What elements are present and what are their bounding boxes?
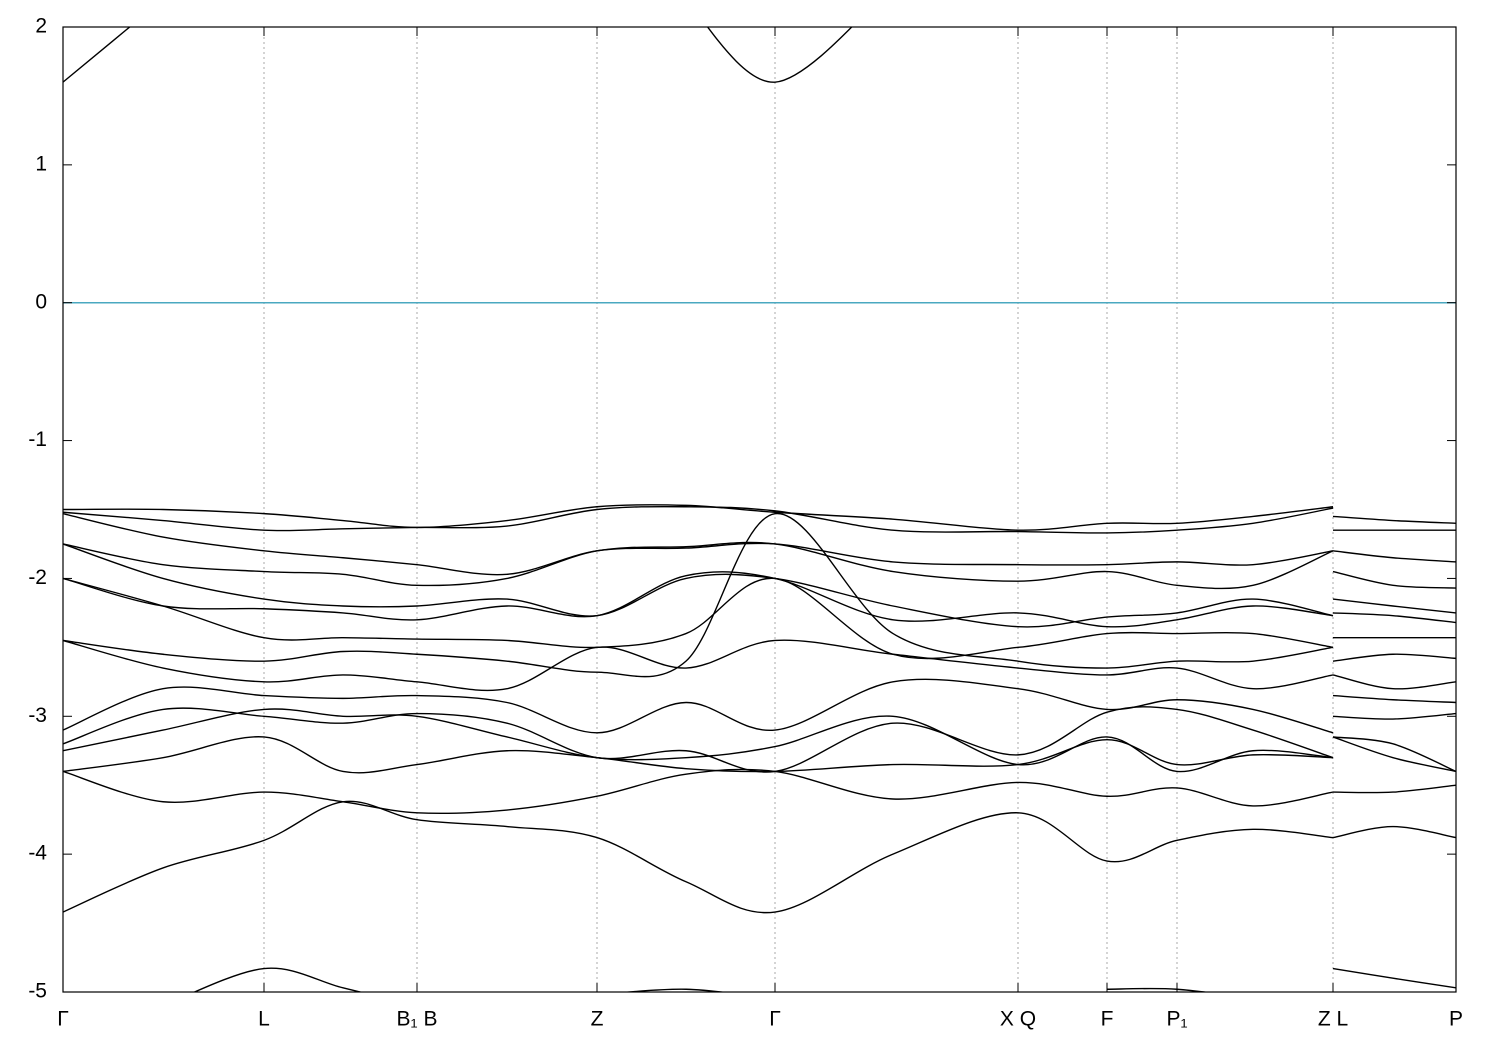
band-line bbox=[63, 541, 1334, 590]
band-line bbox=[1332, 736, 1456, 773]
band-line bbox=[1332, 515, 1456, 524]
y-tick-label: -3 bbox=[28, 704, 47, 727]
band-line bbox=[63, 27, 131, 83]
band-line bbox=[192, 967, 364, 992]
band-line bbox=[1106, 987, 1210, 992]
band-line bbox=[63, 678, 1334, 734]
band-line bbox=[1332, 825, 1456, 839]
band-line bbox=[1332, 612, 1456, 624]
band-line bbox=[706, 27, 853, 83]
x-tick-label: L bbox=[258, 1008, 270, 1031]
y-tick-label: -5 bbox=[28, 980, 47, 1003]
band-line bbox=[1332, 736, 1456, 773]
band-line bbox=[620, 988, 728, 992]
y-tick-label: 2 bbox=[35, 15, 47, 38]
band-line bbox=[1332, 967, 1456, 989]
band-line bbox=[63, 504, 1334, 531]
band-line bbox=[63, 505, 1334, 534]
x-tick-label: P₁ bbox=[1166, 1008, 1187, 1031]
y-tick-label: 0 bbox=[35, 290, 47, 313]
band-line bbox=[63, 736, 1334, 774]
band-line bbox=[63, 708, 1334, 773]
x-tick-label: Γ bbox=[769, 1008, 781, 1031]
x-tick-label: X Q bbox=[1000, 1008, 1036, 1031]
x-tick-label: F bbox=[1101, 1008, 1114, 1031]
band-line bbox=[63, 512, 1334, 576]
x-tick-label: Z bbox=[591, 1008, 604, 1031]
y-tick-label: 1 bbox=[35, 152, 47, 175]
band-line bbox=[63, 577, 1334, 660]
plot-frame bbox=[62, 26, 1457, 993]
band-line bbox=[1332, 653, 1456, 662]
band-line bbox=[1332, 694, 1456, 704]
y-tick-label: -4 bbox=[28, 842, 47, 865]
band-line bbox=[63, 543, 1334, 628]
axes: -5 -4 -3 -2 -1 0 1 2 Γ L B₁ B Z Γ X Q F P₁ Z L P bbox=[28, 15, 1463, 1031]
y-tick-label: -2 bbox=[28, 566, 47, 589]
band-line bbox=[1332, 784, 1456, 794]
x-tick-label: B₁ B bbox=[397, 1008, 438, 1031]
band-line bbox=[63, 512, 1334, 678]
band-line bbox=[63, 800, 1334, 914]
band-line bbox=[63, 768, 1334, 815]
x-tick-label: P bbox=[1449, 1008, 1463, 1031]
band-line bbox=[1332, 674, 1456, 690]
band-line bbox=[1332, 712, 1456, 720]
band-line bbox=[1332, 570, 1456, 589]
y-tick-label: -1 bbox=[28, 428, 47, 451]
band-line bbox=[1332, 598, 1456, 614]
bands bbox=[63, 27, 1456, 992]
x-tick-label: Γ bbox=[57, 1008, 69, 1031]
band-line bbox=[63, 639, 1334, 692]
band-line bbox=[1332, 550, 1456, 563]
band-line bbox=[63, 571, 1334, 628]
x-tick-label: Z L bbox=[1318, 1008, 1348, 1031]
band-line bbox=[63, 706, 1334, 773]
